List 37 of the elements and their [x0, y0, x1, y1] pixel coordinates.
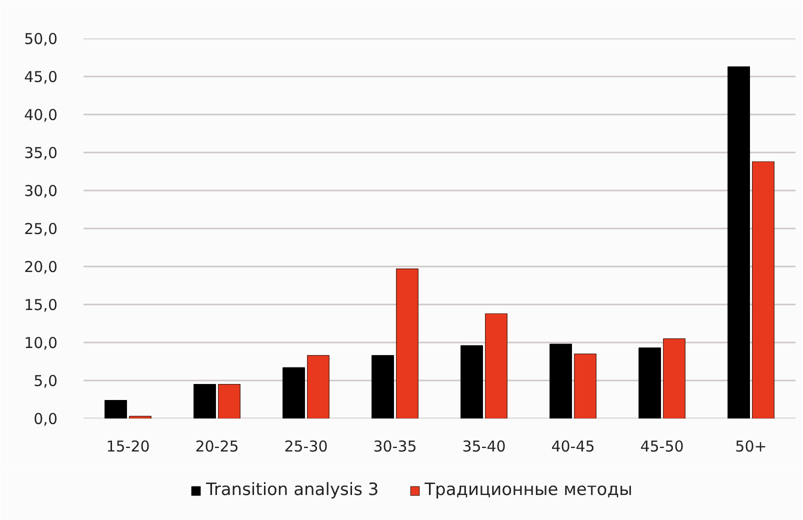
y-tick-label: 35,0: [24, 144, 58, 162]
bar: [728, 66, 750, 418]
x-tick-label: 45-50: [640, 438, 684, 456]
bar: [550, 344, 572, 418]
y-tick-label: 0,0: [34, 410, 58, 428]
bar: [194, 384, 216, 418]
y-tick-label: 30,0: [24, 182, 58, 200]
legend-label: Традиционные методы: [424, 480, 632, 500]
y-tick-label: 50,0: [24, 30, 58, 48]
bar: [485, 313, 508, 418]
y-tick-label: 10,0: [24, 334, 58, 352]
y-tick-label: 5,0: [34, 372, 58, 390]
y-tick-label: 45,0: [24, 68, 58, 86]
y-tick-label: 40,0: [24, 106, 58, 124]
bar: [129, 416, 152, 418]
y-tick-label: 20,0: [24, 258, 58, 276]
bar: [104, 400, 127, 418]
x-tick-label: 35-40: [462, 438, 506, 456]
y-tick-label: 25,0: [24, 220, 58, 238]
bar: [307, 355, 330, 418]
bar: [752, 161, 774, 418]
bar: [460, 345, 483, 418]
bar: [663, 338, 686, 418]
x-tick-label: 40-45: [551, 438, 595, 456]
x-tick-label: 20-25: [195, 438, 239, 456]
bar: [396, 268, 418, 418]
legend-label: Transition analysis 3: [206, 480, 379, 500]
bar: [638, 348, 661, 418]
x-tick-label: 50+: [735, 438, 767, 456]
bar: [218, 384, 240, 418]
bar: [372, 355, 394, 418]
x-tick-label: 25-30: [284, 438, 328, 456]
bar: [282, 367, 305, 418]
x-tick-label: 15-20: [106, 438, 150, 456]
x-tick-label: 30-35: [373, 438, 417, 456]
bar: [574, 354, 596, 418]
y-tick-label: 15,0: [24, 296, 58, 314]
